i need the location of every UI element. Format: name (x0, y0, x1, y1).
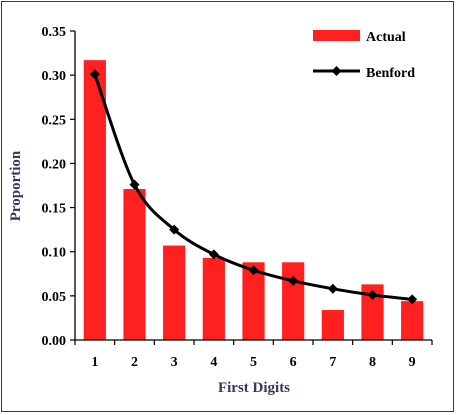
x-tick-label: 3 (171, 355, 178, 370)
benford-line-layer (89, 69, 418, 305)
bar-actual-7 (321, 309, 344, 340)
x-tick-label: 9 (409, 355, 416, 370)
benford-point-1 (89, 69, 100, 80)
legend-label-actual: Actual (366, 30, 406, 45)
bar-actual-2 (123, 189, 146, 340)
x-tick-label: 8 (369, 355, 376, 370)
benford-point-7 (327, 283, 338, 294)
legend-label-benford: Benford (366, 66, 415, 81)
x-tick-label: 1 (91, 355, 98, 370)
y-tick-label: 0.00 (42, 334, 67, 349)
bar-actual-3 (163, 245, 186, 340)
bar-actual-6 (282, 262, 305, 340)
y-tick-label: 0.15 (42, 202, 67, 217)
y-tick-label: 0.30 (42, 69, 67, 84)
legend-swatch-actual (313, 30, 360, 41)
benford-point-4 (208, 249, 219, 260)
x-tick-label: 5 (250, 355, 257, 370)
bar-actual-5 (242, 262, 265, 340)
bar-actual-4 (202, 257, 225, 340)
y-tick-label: 0.25 (42, 113, 67, 128)
benford-point-8 (367, 289, 378, 300)
y-tick-label: 0.20 (42, 157, 67, 172)
legend: Actual Benford (313, 30, 415, 81)
benford-point-6 (288, 275, 299, 286)
x-axis-title: First Digits (218, 380, 290, 396)
benford-point-5 (248, 265, 259, 276)
bar-actual-1 (83, 60, 106, 341)
bar-actual-8 (361, 284, 384, 340)
benford-point-3 (169, 224, 180, 235)
x-tick-label: 7 (329, 355, 336, 370)
benford-point-2 (129, 179, 140, 190)
y-tick-label: 0.10 (42, 246, 67, 261)
axes-layer (74, 31, 432, 341)
y-ticks-layer: 0.00 0.05 0.10 0.15 0.20 0.25 0.30 0.35 (42, 25, 75, 349)
x-ticks-layer: 1 2 3 4 5 6 7 8 9 (74, 340, 433, 370)
x-tick-label: 2 (131, 355, 138, 370)
x-tick-label: 6 (290, 355, 297, 370)
y-tick-label: 0.35 (42, 25, 67, 40)
benford-point-9 (407, 294, 418, 305)
x-tick-label: 4 (210, 355, 217, 370)
y-axis-title: Proportion (8, 150, 24, 221)
bar-actual-9 (401, 301, 424, 340)
legend-swatch-benford-marker (331, 66, 342, 76)
y-tick-label: 0.05 (42, 290, 67, 305)
